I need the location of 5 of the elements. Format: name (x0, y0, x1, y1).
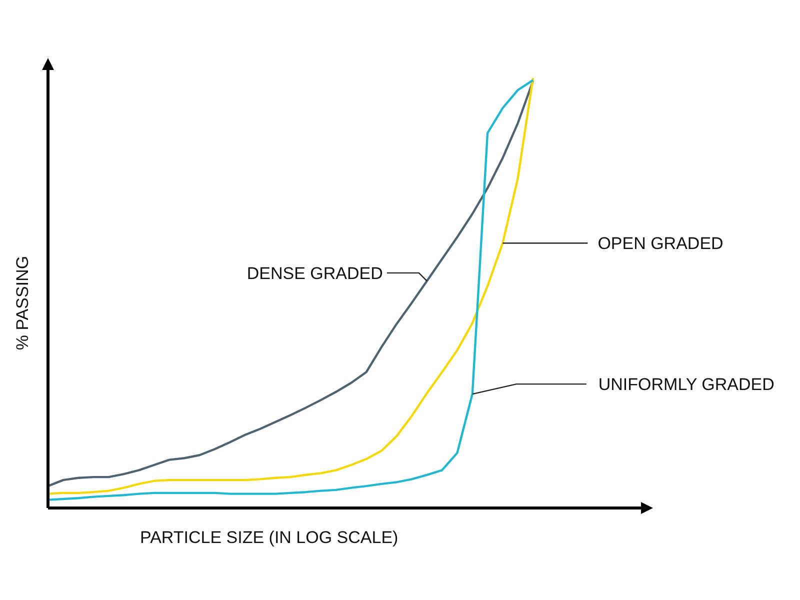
text: UNIFORMLY GRADED (598, 375, 774, 394)
text: DENSE GRADED (246, 264, 383, 283)
y-axis-title: % PASSING (13, 256, 32, 350)
x-axis-title: PARTICLE SIZE (IN LOG SCALE) (140, 528, 398, 547)
text: OPEN GRADED (598, 234, 724, 254)
